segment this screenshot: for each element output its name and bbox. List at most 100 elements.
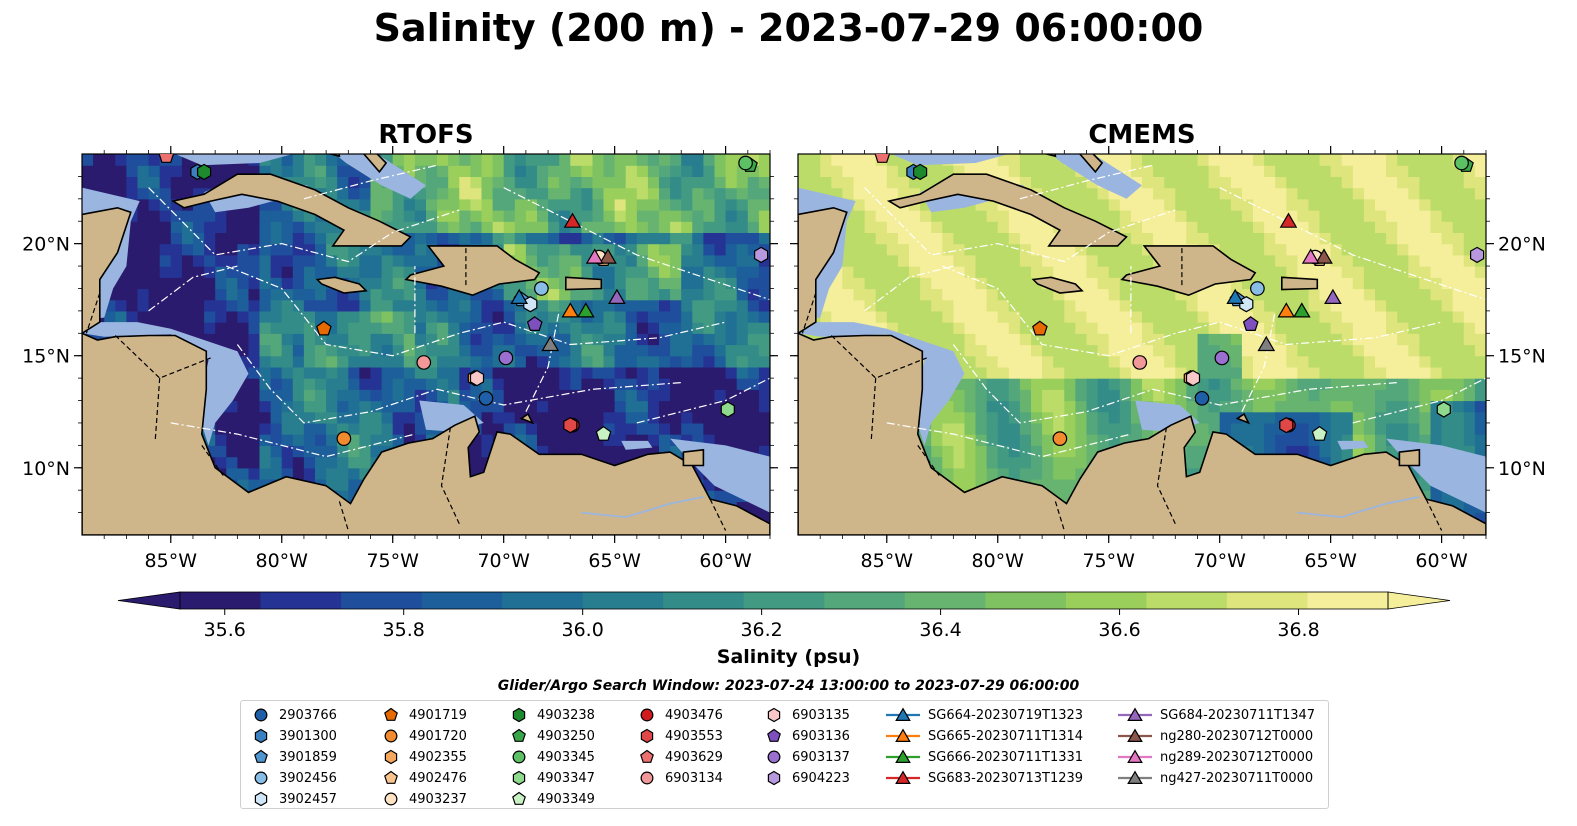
legend-entry: 4901719 bbox=[381, 705, 467, 725]
legend-label: ng280-20230712T0000 bbox=[1160, 728, 1314, 744]
marker-SG664-20230719T1323 bbox=[510, 288, 529, 304]
legend-symbol bbox=[767, 750, 781, 764]
legend-symbol bbox=[895, 770, 911, 784]
legend-label: 4903629 bbox=[665, 749, 723, 765]
legend-entry: 6904223 bbox=[764, 768, 850, 788]
legend-entry: 4903476 bbox=[637, 705, 723, 725]
marker-SG684-20230711T1347 bbox=[1324, 288, 1342, 304]
legend-entry: 4903347 bbox=[509, 768, 595, 788]
country-border bbox=[917, 445, 941, 478]
eez-boundary bbox=[226, 265, 726, 357]
legend-label: 3902456 bbox=[279, 770, 337, 786]
legend-marker-icon bbox=[384, 792, 398, 806]
shelf-area bbox=[334, 154, 426, 199]
land-yucatan bbox=[798, 206, 848, 335]
shelf-area bbox=[175, 154, 293, 166]
legend-symbol bbox=[512, 791, 526, 805]
map-frame bbox=[81, 153, 771, 536]
eez-boundary bbox=[942, 265, 1442, 357]
land-puertorico bbox=[1281, 276, 1319, 291]
legend-symbol bbox=[512, 750, 526, 764]
marker-6903137 bbox=[1214, 350, 1230, 366]
eez-boundary bbox=[864, 187, 1176, 263]
marker-4903345 bbox=[1454, 155, 1469, 171]
marker-ng427-20230711T0000 bbox=[541, 335, 560, 352]
legend-entry: 3902456 bbox=[251, 768, 337, 788]
lon-tick-label: 75°W bbox=[1082, 550, 1135, 572]
legend-symbol bbox=[384, 770, 398, 784]
legend-symbol bbox=[767, 770, 781, 786]
legend-marker-icon bbox=[640, 749, 654, 763]
lat-tick-label: 20°N bbox=[22, 234, 70, 256]
marker-3902456 bbox=[1250, 281, 1265, 296]
land-curacao bbox=[1235, 412, 1251, 425]
legend-label: ng427-20230711T0000 bbox=[1160, 770, 1314, 786]
marker-ng280-20230712T0000 bbox=[1315, 248, 1333, 264]
legend-symbol bbox=[767, 707, 781, 723]
land-florida bbox=[237, 127, 281, 143]
land-trinidad bbox=[1398, 448, 1421, 467]
marker-3902457 bbox=[523, 296, 538, 313]
legend-entry: ng280-20230712T0000 bbox=[1118, 726, 1313, 746]
land-puertorico bbox=[564, 276, 603, 291]
legend-label: 6903135 bbox=[792, 707, 850, 723]
land-trinidad bbox=[682, 448, 705, 467]
legend-label: 4903237 bbox=[409, 791, 467, 807]
legend-symbol bbox=[254, 749, 268, 763]
lon-tick-label: 85°W bbox=[145, 550, 198, 572]
marker-SG666-20230711T1331 bbox=[576, 302, 595, 318]
marker-6903136 bbox=[1242, 316, 1259, 331]
search-window-label: Glider/Argo Search Window: 2023-07-24 13… bbox=[497, 678, 1080, 694]
legend-symbol bbox=[640, 728, 654, 744]
country-border bbox=[709, 498, 727, 531]
legend-entry: 4903345 bbox=[509, 747, 595, 767]
legend-marker-icon bbox=[384, 770, 398, 784]
marker-6903135 bbox=[1185, 369, 1201, 387]
eez-boundary bbox=[170, 422, 416, 458]
marker-4903553 bbox=[563, 417, 578, 434]
legend-line-marker-icon bbox=[886, 749, 920, 763]
legend-symbol bbox=[1127, 770, 1143, 784]
legend-symbol bbox=[384, 792, 398, 806]
legend-label: ng289-20230712T0000 bbox=[1160, 749, 1314, 765]
marker-6904223 bbox=[1469, 246, 1485, 264]
legend: 2903766 3901300 3901859 3902456 3902457 49017… bbox=[240, 700, 1329, 809]
map-frame bbox=[797, 153, 1487, 536]
legend-symbol bbox=[384, 729, 398, 743]
country-border bbox=[85, 292, 101, 334]
shelf-area bbox=[621, 440, 653, 450]
legend-symbol bbox=[384, 749, 398, 765]
marker-6903134 bbox=[416, 355, 432, 370]
legend-marker-icon bbox=[640, 771, 654, 785]
legend-symbol bbox=[1127, 728, 1143, 742]
marker-6904223 bbox=[753, 246, 769, 264]
lat-tick-label: 10°N bbox=[22, 458, 70, 480]
legend-line-marker-icon bbox=[1118, 770, 1152, 784]
legend-entry: SG664-20230719T1323 bbox=[886, 705, 1083, 725]
legend-label: 6903136 bbox=[792, 728, 850, 744]
lat-tick-label: 15°N bbox=[22, 346, 70, 368]
legend-entry: ng289-20230712T0000 bbox=[1118, 747, 1313, 767]
legend-marker-icon bbox=[767, 728, 781, 742]
legend-entry: SG683-20230713T1239 bbox=[886, 768, 1083, 788]
country-border bbox=[801, 292, 817, 334]
legend-marker-icon bbox=[254, 749, 268, 763]
legend-label: SG665-20230711T1314 bbox=[928, 728, 1084, 744]
legend-entry: 4903349 bbox=[509, 789, 595, 809]
river bbox=[581, 496, 704, 519]
legend-marker-icon bbox=[512, 770, 526, 786]
marker-SG664-20230719T1323 bbox=[1226, 288, 1245, 304]
legend-entry: 4903237 bbox=[381, 789, 467, 809]
legend-label: 6903137 bbox=[792, 749, 850, 765]
legend-symbol bbox=[895, 728, 911, 742]
country-border bbox=[870, 378, 877, 441]
legend-symbol bbox=[640, 771, 654, 785]
eez-boundary bbox=[1241, 310, 1276, 412]
legend-label: 2903766 bbox=[279, 707, 337, 723]
lat-tick-label: 10°N bbox=[1498, 458, 1546, 480]
legend-symbol bbox=[1127, 749, 1143, 763]
land-yucatan bbox=[82, 206, 132, 335]
marker-3902456 bbox=[534, 281, 549, 296]
map-panel-cmems: 85°W 80°W 75°W 70°W 65°W 60°W 20°N 15°N 10°N bbox=[790, 146, 1546, 572]
lon-tick-label: 85°W bbox=[861, 550, 914, 572]
